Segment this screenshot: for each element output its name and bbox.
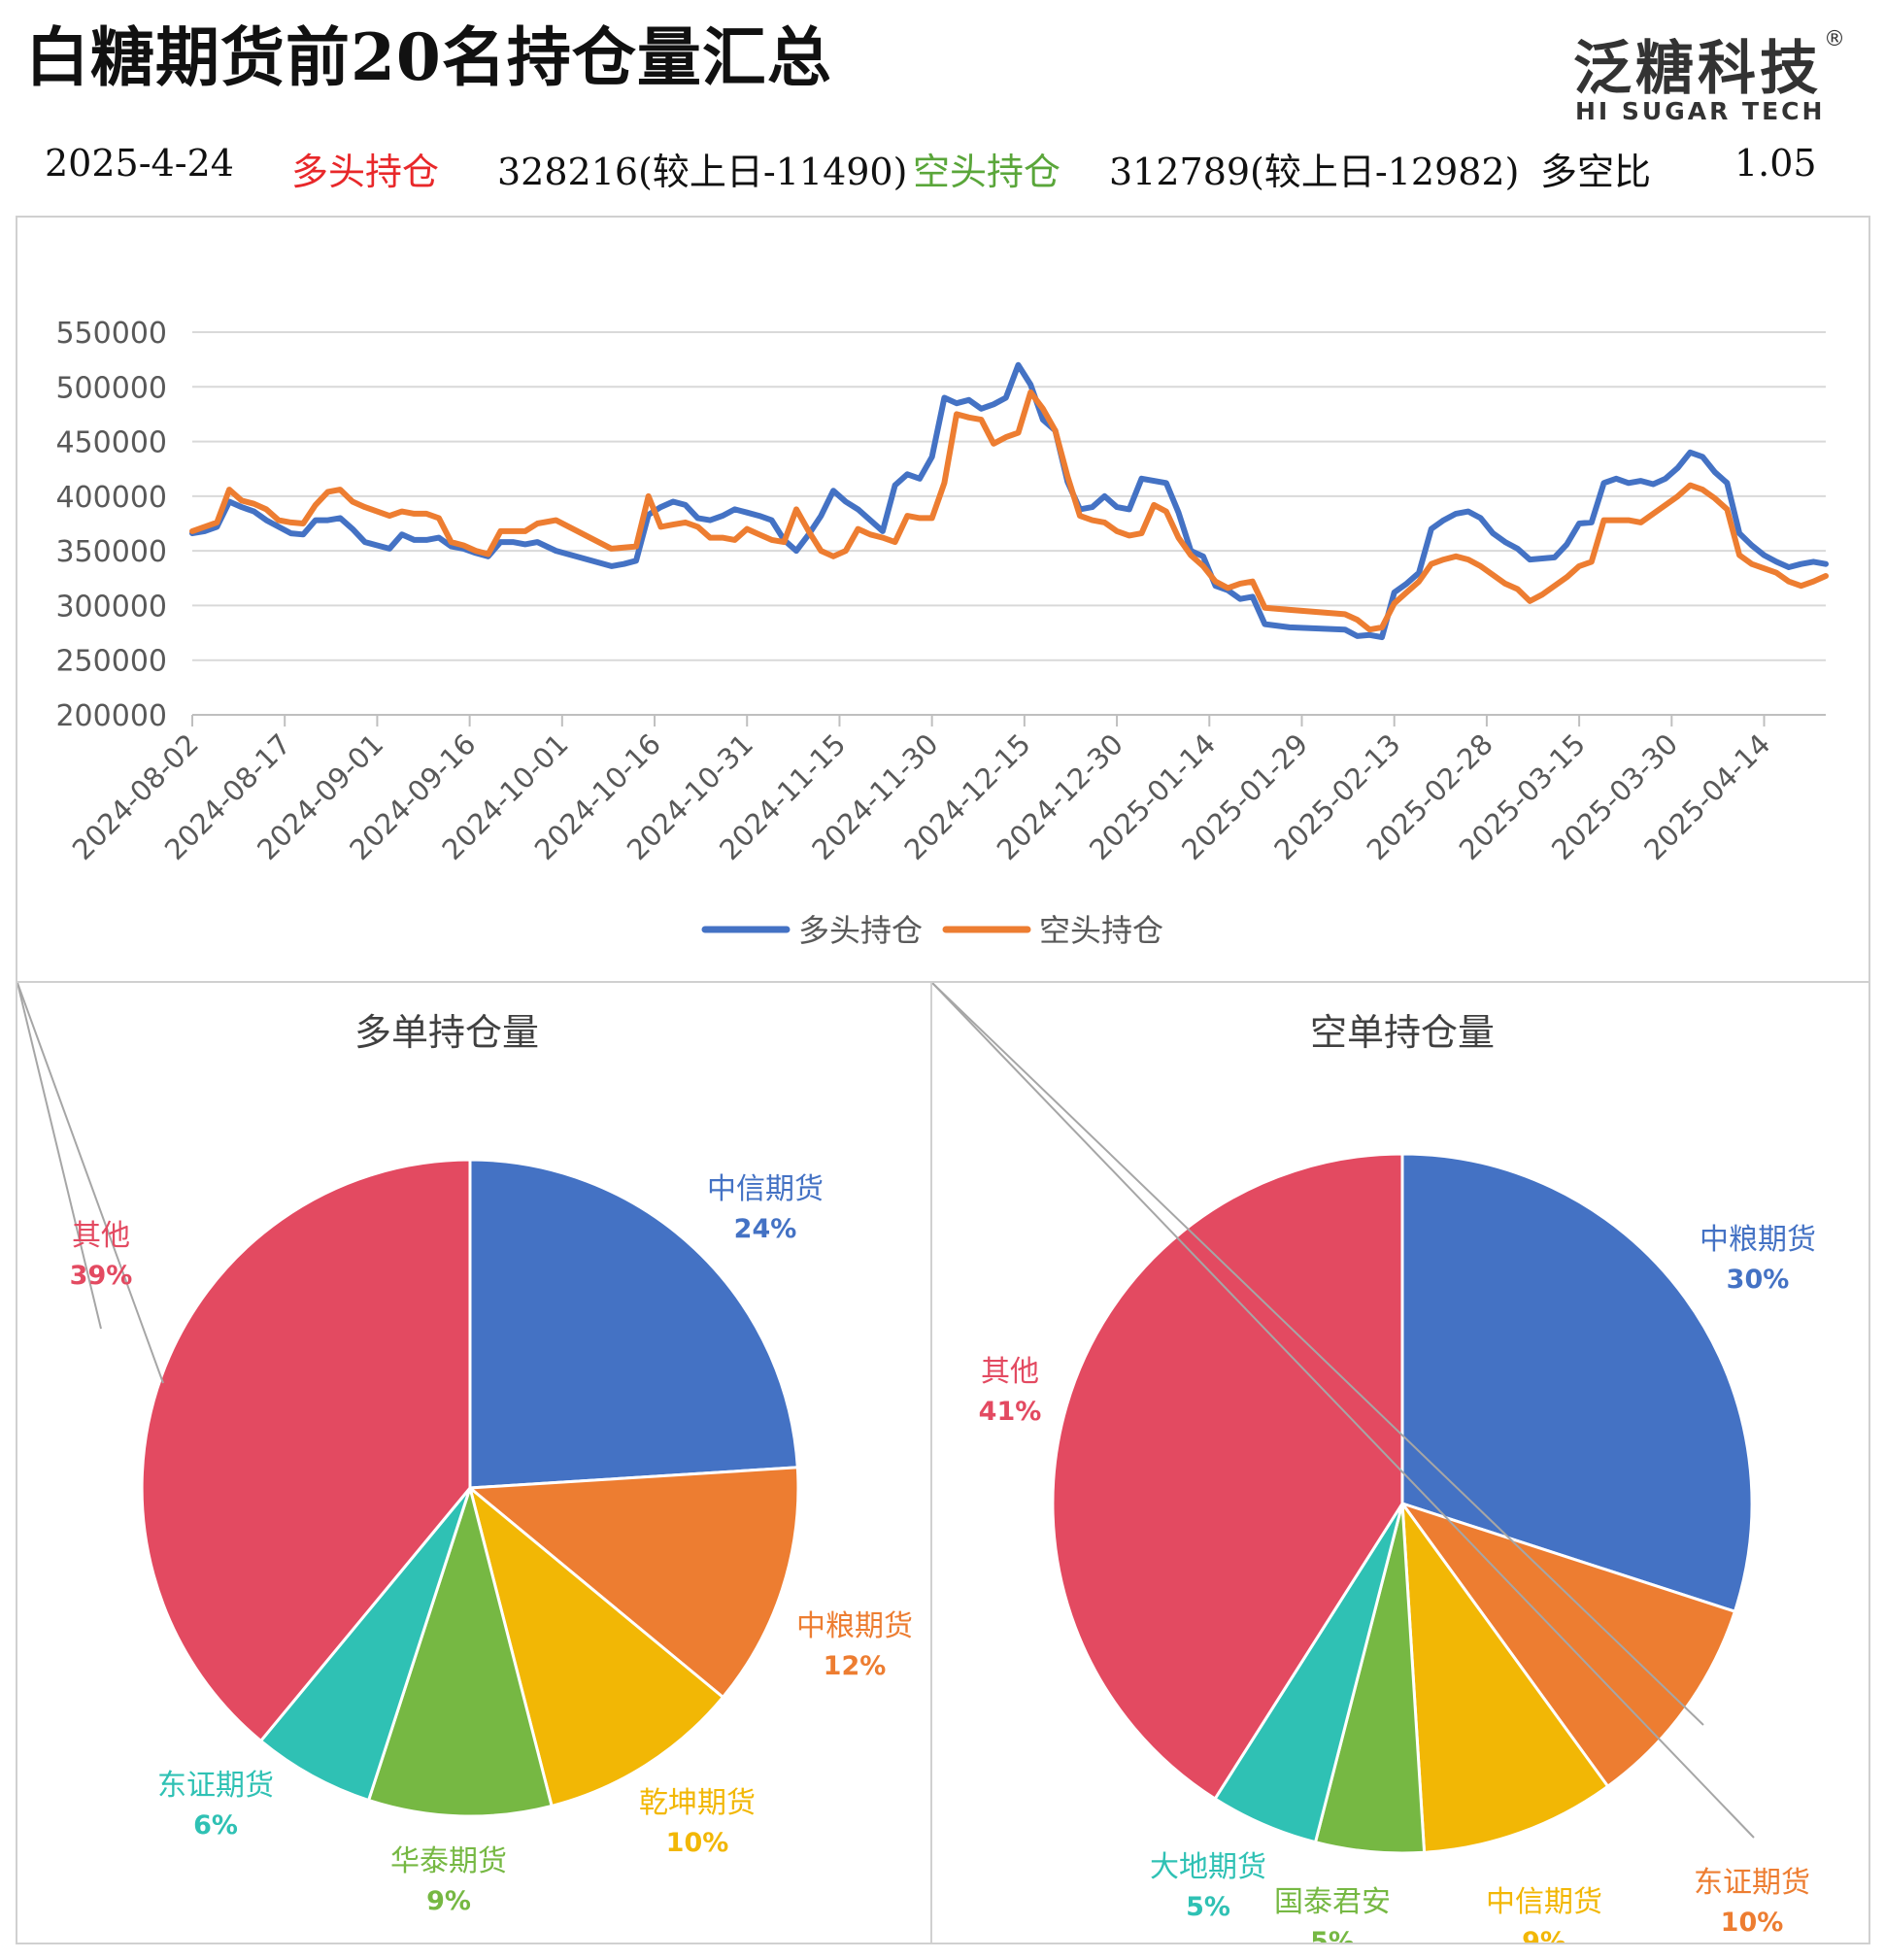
- pie-title: 多单持仓量: [354, 1011, 539, 1054]
- y-tick-label: 500000: [55, 371, 167, 405]
- logo-text: 泛糖科技: [1573, 35, 1822, 103]
- y-tick-label: 300000: [55, 590, 167, 624]
- registered-mark: ®: [1824, 27, 1845, 51]
- slice-percent-label: 41%: [979, 1397, 1042, 1427]
- y-tick-label: 550000: [55, 317, 167, 351]
- report-date: 2025-4-24: [45, 142, 234, 185]
- slice-category-label: 中信期货: [707, 1172, 824, 1206]
- slice-percent-label: 39%: [70, 1261, 133, 1291]
- slice-percent-label: 5%: [1310, 1927, 1355, 1943]
- line-chart: 550000 500000 450000 400000 350000 300000 2500…: [55, 317, 1829, 949]
- slice-category-label: 中粮期货: [1700, 1223, 1816, 1257]
- slice-percent-label: 10%: [1721, 1908, 1784, 1938]
- slice-category-label: 国泰君安: [1274, 1885, 1391, 1919]
- long-position-value: 328216(较上日-11490): [497, 151, 908, 193]
- slice-percent-label: 30%: [1727, 1265, 1790, 1295]
- pie-slice: [1051, 1152, 1404, 1802]
- slice-percent-label: 5%: [1186, 1892, 1230, 1922]
- leader-line: [17, 982, 164, 1384]
- long-position-label: 多头持仓: [291, 151, 440, 193]
- slice-percent-label: 24%: [734, 1214, 797, 1244]
- slice-percent-label: 12%: [824, 1651, 887, 1681]
- legend-label: 空头持仓: [1039, 912, 1163, 949]
- slice-percent-label: 9%: [426, 1886, 471, 1916]
- pie-slice: [467, 1483, 725, 1808]
- pie-slice: [468, 1158, 799, 1490]
- y-tick-label: 400000: [55, 481, 167, 515]
- slice-percent-label: 9%: [1522, 1927, 1566, 1943]
- slice-percent-label: 6%: [193, 1810, 238, 1841]
- y-tick-label: 200000: [55, 699, 167, 733]
- slice-category-label: 中信期货: [1486, 1885, 1602, 1919]
- slice-percent-label: 10%: [666, 1828, 729, 1858]
- slice-category-label: 大地期货: [1150, 1850, 1266, 1884]
- slice-category-label: 中粮期货: [796, 1609, 913, 1643]
- y-tick-label: 450000: [55, 426, 167, 460]
- short-position-value: 312789(较上日-12982): [1109, 151, 1520, 193]
- y-tick-label: 350000: [55, 535, 167, 569]
- series-line-long: [189, 361, 1829, 641]
- short-pie-panel: 空单持仓量中粮期货 30% 东证期货 10% 中信期货 9% 国泰君安 5% 大地期货 5% 其他 4…: [930, 981, 1870, 1957]
- slice-category-label: 乾坤期货: [639, 1786, 756, 1820]
- slice-category-label: 其他: [981, 1355, 1039, 1389]
- line-chart-panel: 550000 500000 450000 400000 350000 300000 2500…: [16, 216, 1870, 983]
- pie-slice: [1400, 1498, 1610, 1854]
- ratio-label: 多空比: [1540, 151, 1652, 193]
- legend-label: 多头持仓: [798, 912, 923, 949]
- series-line-short: [189, 389, 1829, 633]
- long-pie-panel: 多单持仓量中信期货 24% 中粮期货 12% 乾坤期货 10% 华泰期货 9% 东证期货 6% 其他…: [16, 981, 932, 1944]
- leader-line: [931, 982, 1704, 1726]
- slice-category-label: 东证期货: [1694, 1866, 1810, 1900]
- y-tick-label: 250000: [55, 645, 167, 679]
- page-title: 白糖期货前20名持仓量汇总: [25, 19, 832, 95]
- slice-category-label: 华泰期货: [390, 1844, 507, 1878]
- leader-line: [17, 982, 102, 1330]
- pie-slice: [1400, 1152, 1754, 1614]
- ratio-value: 1.05: [1734, 142, 1817, 185]
- pie-slice: [366, 1482, 554, 1818]
- pie-slice: [466, 1466, 800, 1700]
- pie-title: 空单持仓量: [1310, 1011, 1495, 1054]
- leader-line: [931, 982, 1755, 1839]
- slice-category-label: 东证期货: [157, 1769, 274, 1803]
- pie-slice: [258, 1487, 472, 1803]
- short-position-label: 空头持仓: [913, 151, 1061, 193]
- slice-category-label: 其他: [72, 1219, 130, 1253]
- brand-logo: 泛糖科技 ® HI SUGAR TECH: [1571, 21, 1853, 128]
- logo-subtext: HI SUGAR TECH: [1575, 97, 1826, 125]
